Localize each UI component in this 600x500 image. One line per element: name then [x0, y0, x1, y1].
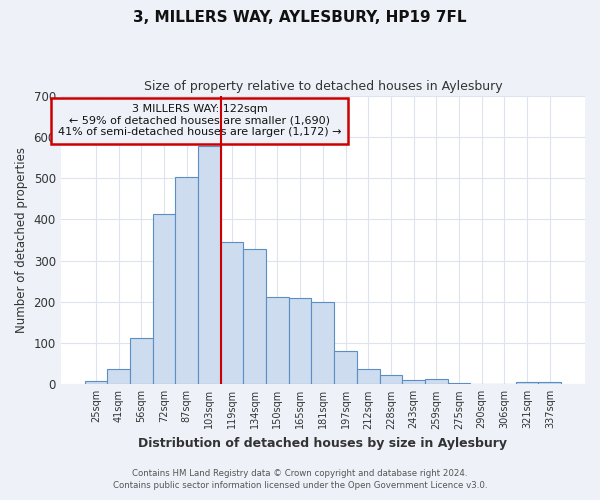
Bar	[198, 146, 221, 384]
Y-axis label: Number of detached properties: Number of detached properties	[15, 147, 28, 333]
Bar	[244, 249, 266, 384]
Text: 3, MILLERS WAY, AYLESBURY, HP19 7FL: 3, MILLERS WAY, AYLESBURY, HP19 7FL	[133, 10, 467, 25]
Bar	[538, 382, 561, 384]
Title: Size of property relative to detached houses in Aylesbury: Size of property relative to detached ho…	[143, 80, 502, 93]
Bar	[425, 380, 448, 384]
X-axis label: Distribution of detached houses by size in Aylesbury: Distribution of detached houses by size …	[139, 437, 508, 450]
Bar	[221, 242, 244, 384]
Bar	[311, 302, 334, 384]
Bar	[357, 368, 380, 384]
Text: 3 MILLERS WAY: 122sqm
← 59% of detached houses are smaller (1,690)
41% of semi-d: 3 MILLERS WAY: 122sqm ← 59% of detached …	[58, 104, 341, 138]
Bar	[289, 298, 311, 384]
Bar	[380, 375, 402, 384]
Bar	[130, 338, 152, 384]
Bar	[516, 382, 538, 384]
Bar	[266, 297, 289, 384]
Text: Contains HM Land Registry data © Crown copyright and database right 2024.
Contai: Contains HM Land Registry data © Crown c…	[113, 468, 487, 490]
Bar	[175, 177, 198, 384]
Bar	[402, 380, 425, 384]
Bar	[334, 352, 357, 384]
Bar	[448, 382, 470, 384]
Bar	[85, 381, 107, 384]
Bar	[107, 368, 130, 384]
Bar	[152, 214, 175, 384]
